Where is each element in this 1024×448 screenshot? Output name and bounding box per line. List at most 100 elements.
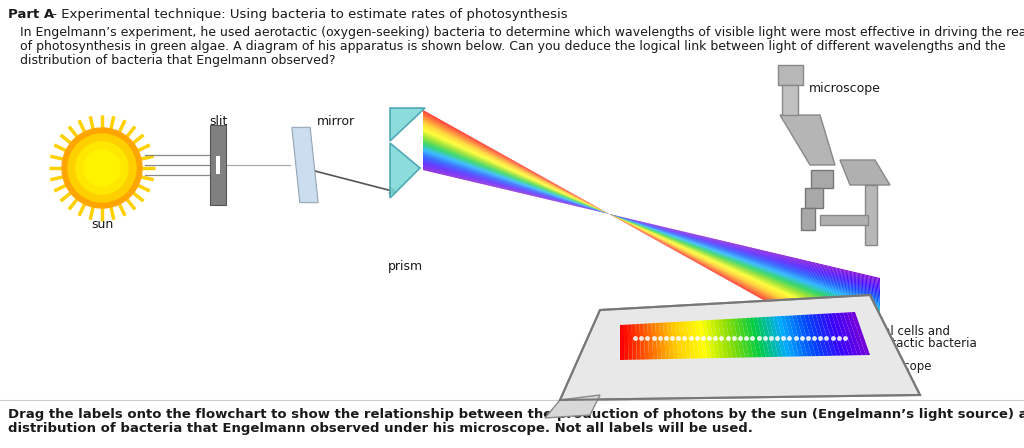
Bar — [820, 215, 868, 225]
Polygon shape — [788, 315, 804, 357]
Polygon shape — [423, 159, 880, 293]
Text: algal cells and: algal cells and — [865, 325, 950, 338]
Polygon shape — [423, 164, 880, 287]
Polygon shape — [780, 115, 835, 165]
Polygon shape — [640, 324, 645, 360]
Polygon shape — [423, 165, 880, 284]
Polygon shape — [800, 315, 816, 356]
Polygon shape — [423, 123, 880, 346]
Text: aerotactic bacteria: aerotactic bacteria — [865, 337, 977, 350]
Polygon shape — [423, 162, 880, 290]
Polygon shape — [423, 121, 880, 349]
Polygon shape — [423, 150, 880, 307]
FancyBboxPatch shape — [778, 65, 803, 85]
Polygon shape — [847, 312, 866, 355]
Polygon shape — [797, 315, 812, 356]
Text: of photosynthesis in green algae. A diagram of his apparatus is shown below. Can: of photosynthesis in green algae. A diag… — [20, 40, 1006, 53]
Polygon shape — [730, 319, 740, 358]
Polygon shape — [423, 122, 880, 348]
Polygon shape — [423, 148, 880, 310]
Polygon shape — [423, 147, 880, 312]
Bar — [801, 208, 815, 230]
Polygon shape — [750, 318, 762, 357]
Polygon shape — [726, 319, 736, 358]
Polygon shape — [423, 131, 880, 335]
Circle shape — [68, 134, 136, 202]
Bar — [865, 185, 877, 245]
Polygon shape — [423, 113, 880, 361]
Polygon shape — [718, 319, 728, 358]
Polygon shape — [423, 118, 880, 353]
Polygon shape — [423, 161, 880, 291]
Polygon shape — [423, 142, 880, 318]
Polygon shape — [423, 110, 880, 365]
Polygon shape — [423, 124, 880, 345]
Polygon shape — [793, 315, 808, 356]
Polygon shape — [820, 314, 837, 356]
Polygon shape — [423, 116, 880, 356]
Polygon shape — [773, 316, 786, 357]
Bar — [805, 188, 823, 208]
Polygon shape — [423, 156, 880, 299]
Polygon shape — [423, 145, 880, 315]
Polygon shape — [423, 145, 880, 314]
Polygon shape — [733, 319, 745, 358]
Polygon shape — [423, 156, 880, 297]
Polygon shape — [714, 319, 724, 358]
Polygon shape — [423, 168, 880, 281]
Text: prism: prism — [387, 260, 423, 273]
Polygon shape — [647, 323, 653, 359]
Text: distribution of bacteria that Engelmann observed under his microscope. Not all l: distribution of bacteria that Engelmann … — [8, 422, 753, 435]
Polygon shape — [423, 132, 880, 333]
Polygon shape — [722, 319, 732, 358]
Polygon shape — [707, 320, 716, 358]
Polygon shape — [390, 108, 425, 141]
Polygon shape — [423, 117, 880, 354]
Polygon shape — [423, 167, 880, 282]
Polygon shape — [423, 152, 880, 304]
Polygon shape — [423, 147, 880, 310]
Polygon shape — [761, 317, 774, 357]
Text: microscope: microscope — [865, 360, 933, 373]
Polygon shape — [659, 323, 666, 359]
Polygon shape — [423, 137, 880, 326]
Polygon shape — [423, 163, 880, 288]
Polygon shape — [671, 322, 678, 359]
Circle shape — [76, 142, 128, 194]
Polygon shape — [423, 117, 880, 355]
Text: Part A: Part A — [8, 8, 54, 21]
Polygon shape — [390, 143, 420, 198]
Polygon shape — [843, 312, 861, 355]
Polygon shape — [423, 138, 880, 323]
Polygon shape — [754, 318, 766, 357]
Polygon shape — [804, 314, 820, 356]
Polygon shape — [816, 314, 833, 356]
Polygon shape — [423, 119, 880, 352]
Polygon shape — [784, 316, 799, 357]
Text: slide: slide — [865, 372, 893, 385]
Polygon shape — [423, 129, 880, 337]
Polygon shape — [423, 139, 880, 323]
Polygon shape — [757, 317, 770, 357]
Polygon shape — [423, 168, 880, 280]
Circle shape — [62, 128, 142, 208]
Polygon shape — [423, 126, 880, 341]
Bar — [210, 125, 226, 205]
Polygon shape — [620, 325, 625, 360]
Polygon shape — [423, 125, 880, 343]
Polygon shape — [423, 154, 880, 301]
Polygon shape — [423, 112, 880, 363]
Polygon shape — [765, 317, 778, 357]
Polygon shape — [423, 136, 880, 327]
Polygon shape — [423, 166, 880, 284]
Polygon shape — [423, 120, 880, 351]
Polygon shape — [423, 115, 880, 358]
Text: - Experimental technique: Using bacteria to estimate rates of photosynthesis: - Experimental technique: Using bacteria… — [48, 8, 567, 21]
Polygon shape — [423, 151, 880, 305]
Polygon shape — [737, 318, 750, 358]
Polygon shape — [423, 111, 880, 364]
Bar — [811, 170, 833, 188]
Polygon shape — [698, 320, 708, 358]
Polygon shape — [292, 128, 318, 202]
Polygon shape — [423, 121, 880, 350]
